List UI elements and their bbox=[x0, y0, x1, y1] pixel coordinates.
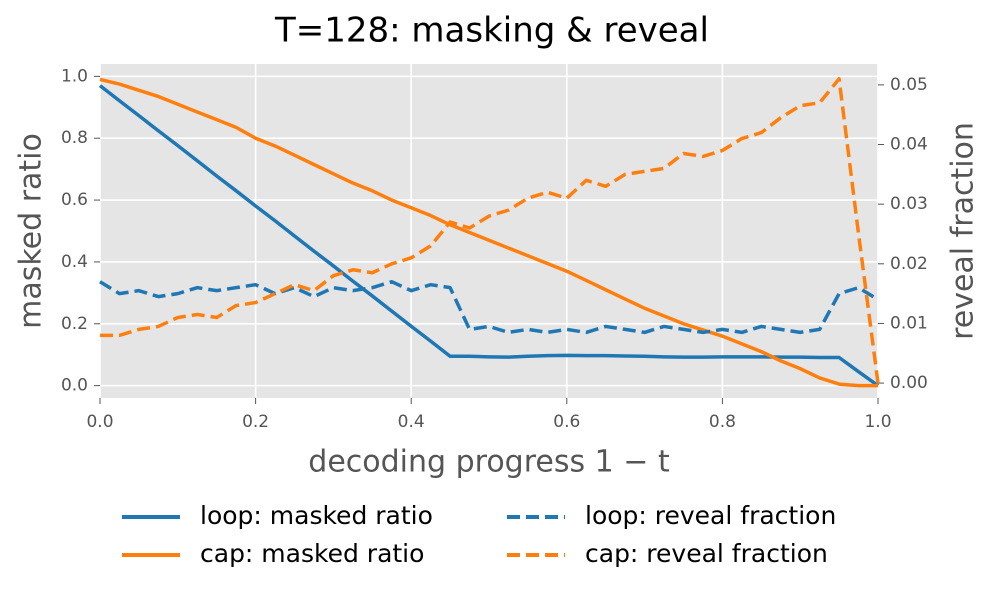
series-line bbox=[99, 77, 878, 388]
y2-tick-label: 0.01 bbox=[890, 313, 928, 333]
x-axis-label: decoding progress 1 − t bbox=[308, 445, 670, 480]
x-tick-label: 0.8 bbox=[709, 412, 736, 432]
plot-area bbox=[100, 64, 878, 398]
series-line bbox=[98, 84, 880, 388]
x-tick-label: 0.4 bbox=[398, 412, 425, 432]
y2-tick-label: 0.02 bbox=[890, 254, 928, 274]
y2-tick-label: 0.05 bbox=[890, 75, 928, 95]
legend-label: cap: reveal fraction bbox=[585, 539, 828, 568]
y2-tick-label: 0.04 bbox=[890, 135, 928, 155]
y-tick-label: 0.2 bbox=[61, 314, 88, 334]
x-tick-label: 1.0 bbox=[864, 412, 891, 432]
y-axis-label: masked ratio bbox=[14, 133, 49, 329]
y-tick-label: 0.8 bbox=[61, 128, 88, 148]
legend-label: loop: masked ratio bbox=[200, 501, 433, 530]
x-tick-label: 0.6 bbox=[553, 412, 580, 432]
series-line bbox=[99, 279, 879, 335]
y2-axis-label: reveal fraction bbox=[946, 122, 981, 340]
x-tick-label: 0.2 bbox=[242, 412, 269, 432]
y-tick-label: 0.6 bbox=[61, 190, 88, 210]
y2-tick-label: 0.03 bbox=[890, 194, 928, 214]
y-tick-label: 0.0 bbox=[61, 376, 88, 396]
y-tick-label: 1.0 bbox=[61, 66, 88, 86]
chart-title: T=128: masking & reveal bbox=[274, 11, 709, 51]
y-tick-label: 0.4 bbox=[61, 252, 88, 272]
legend-label: loop: reveal fraction bbox=[585, 501, 836, 530]
series-line bbox=[100, 77, 880, 384]
x-tick-label: 0.0 bbox=[86, 412, 113, 432]
legend-label: cap: masked ratio bbox=[200, 539, 424, 568]
y2-tick-label: 0.00 bbox=[890, 373, 928, 393]
